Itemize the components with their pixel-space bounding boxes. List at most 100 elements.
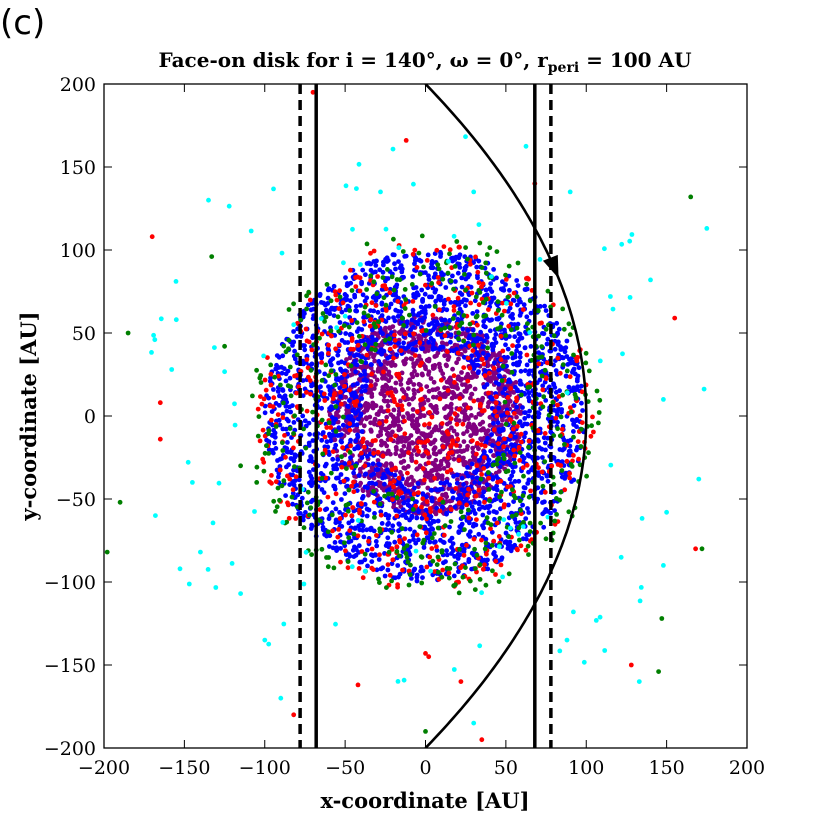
data-point-red-5-7: [693, 546, 698, 552]
data-point-blue-1-1840: [471, 364, 477, 370]
data-point-blue-1-1812: [410, 346, 416, 352]
data-point-blue-1-1739: [433, 539, 438, 545]
data-point-blue-1-723: [523, 430, 528, 436]
data-point-blue-1-161: [377, 267, 383, 273]
data-point-green-3-11: [286, 337, 292, 343]
data-point-blue-1-1789: [324, 506, 330, 512]
data-point-red-2-354: [387, 572, 393, 578]
data-point-red-2-432: [412, 247, 418, 253]
data-point-blue-1-2135: [509, 544, 514, 549]
data-point-green-3-295: [535, 308, 541, 313]
y-tick-label: −100: [44, 572, 96, 594]
data-point-purple-0-253: [477, 421, 483, 427]
data-point-blue-1-1015: [479, 344, 485, 350]
data-point-blue-1-1010: [513, 384, 518, 390]
data-point-blue-1-1462: [494, 510, 499, 515]
data-point-blue-1-439: [522, 416, 528, 421]
data-point-green-3-118: [484, 515, 490, 521]
data-point-blue-1-500: [539, 476, 545, 481]
data-point-blue-1-1652: [423, 311, 428, 316]
data-point-red-2-576: [357, 507, 362, 513]
data-point-red-2-172: [348, 267, 353, 273]
data-point-blue-1-26: [510, 469, 516, 475]
data-point-blue-1-1765: [276, 365, 281, 370]
data-point-red-2-520: [500, 300, 505, 306]
data-point-purple-0-1089: [430, 387, 436, 393]
data-point-red-2-331: [319, 360, 324, 365]
data-point-red-2-47: [362, 444, 367, 450]
panel-label: (c): [0, 3, 45, 43]
data-point-red-2-371: [435, 275, 441, 280]
data-point-blue-1-1675: [413, 285, 419, 290]
data-point-blue-1-886: [381, 262, 386, 268]
data-point-blue-1-2142: [348, 455, 353, 460]
data-point-red-2-282: [361, 319, 367, 324]
data-point-purple-0-1115: [373, 382, 378, 387]
data-point-blue-1-1436: [477, 480, 482, 486]
data-point-blue-1-908: [268, 375, 273, 381]
data-point-blue-1-182: [350, 382, 356, 388]
data-point-cyan-4-80: [216, 480, 222, 486]
data-point-green-3-168: [389, 529, 395, 535]
data-point-blue-1-1910: [416, 311, 422, 317]
data-point-blue-1-1746: [541, 331, 547, 337]
data-point-purple-0-1046: [383, 462, 389, 468]
data-point-cyan-4-86: [597, 614, 603, 620]
data-point-blue-1-378: [342, 491, 348, 496]
data-point-red-2-321: [307, 297, 313, 303]
data-point-blue-1-1893: [372, 337, 378, 343]
data-point-green-3-296: [485, 345, 490, 351]
data-point-red-2-344: [263, 387, 269, 393]
data-point-blue-1-1311: [434, 548, 440, 553]
data-point-red-2-53: [491, 538, 497, 544]
data-point-green-3-62: [268, 362, 274, 368]
data-point-blue-1-2150: [368, 308, 373, 313]
data-point-green-3-449: [418, 554, 424, 559]
data-point-blue-1-1005: [385, 535, 391, 541]
data-point-green-3-93: [487, 498, 492, 503]
data-point-blue-1-1744: [355, 434, 361, 440]
data-point-red-2-220: [392, 433, 398, 439]
data-point-green-3-420: [573, 395, 579, 401]
data-point-red-2-175: [427, 554, 433, 560]
data-point-blue-1-1172: [392, 261, 397, 267]
data-point-blue-1-1289: [485, 505, 491, 511]
data-point-red-2-100: [353, 284, 359, 289]
data-point-purple-0-1141: [398, 382, 404, 387]
data-point-red-2-314: [394, 371, 399, 377]
data-point-purple-0-1453: [363, 405, 369, 411]
data-point-blue-1-1170: [426, 339, 432, 345]
data-point-purple-0-1354: [412, 425, 418, 430]
data-point-cyan-4-8: [463, 134, 468, 140]
data-point-blue-1-1120: [430, 265, 436, 271]
data-point-blue-1-978: [515, 388, 520, 394]
data-point-red-2-205: [414, 444, 420, 450]
data-point-blue-1-1631: [518, 299, 523, 305]
data-point-purple-0-1164: [426, 358, 432, 364]
data-point-blue-1-1581: [346, 552, 352, 558]
data-point-green-3-370: [319, 475, 325, 481]
data-point-blue-1-542: [513, 434, 518, 440]
data-point-red-2-310: [368, 383, 374, 388]
data-point-red-2-18: [591, 429, 596, 435]
data-point-purple-0-1309: [389, 462, 394, 467]
data-point-red-2-541: [383, 308, 389, 313]
data-point-cyan-4-16: [158, 316, 164, 322]
data-point-red-2-539: [382, 283, 388, 288]
data-point-purple-0-485: [393, 380, 399, 386]
data-point-purple-0-1301: [359, 417, 365, 422]
data-point-red-2-262: [424, 564, 430, 570]
data-point-blue-1-1475: [402, 254, 408, 259]
data-point-green-3-38: [346, 535, 352, 541]
chart-title: Face-on disk for i = 140°, ω = 0°, rperi…: [158, 48, 691, 76]
data-point-cyan-7-2: [190, 480, 195, 485]
data-point-blue-1-1729: [476, 369, 481, 374]
data-point-red-2-105: [539, 320, 544, 326]
y-tick-label: −200: [44, 738, 96, 760]
data-point-green-3-116: [416, 250, 422, 256]
data-point-blue-1-2125: [310, 497, 316, 503]
data-point-green-3-438: [429, 535, 435, 541]
data-point-green-3-400: [521, 473, 526, 479]
data-point-red-2-491: [332, 289, 338, 294]
y-tick-label: 200: [60, 74, 96, 96]
